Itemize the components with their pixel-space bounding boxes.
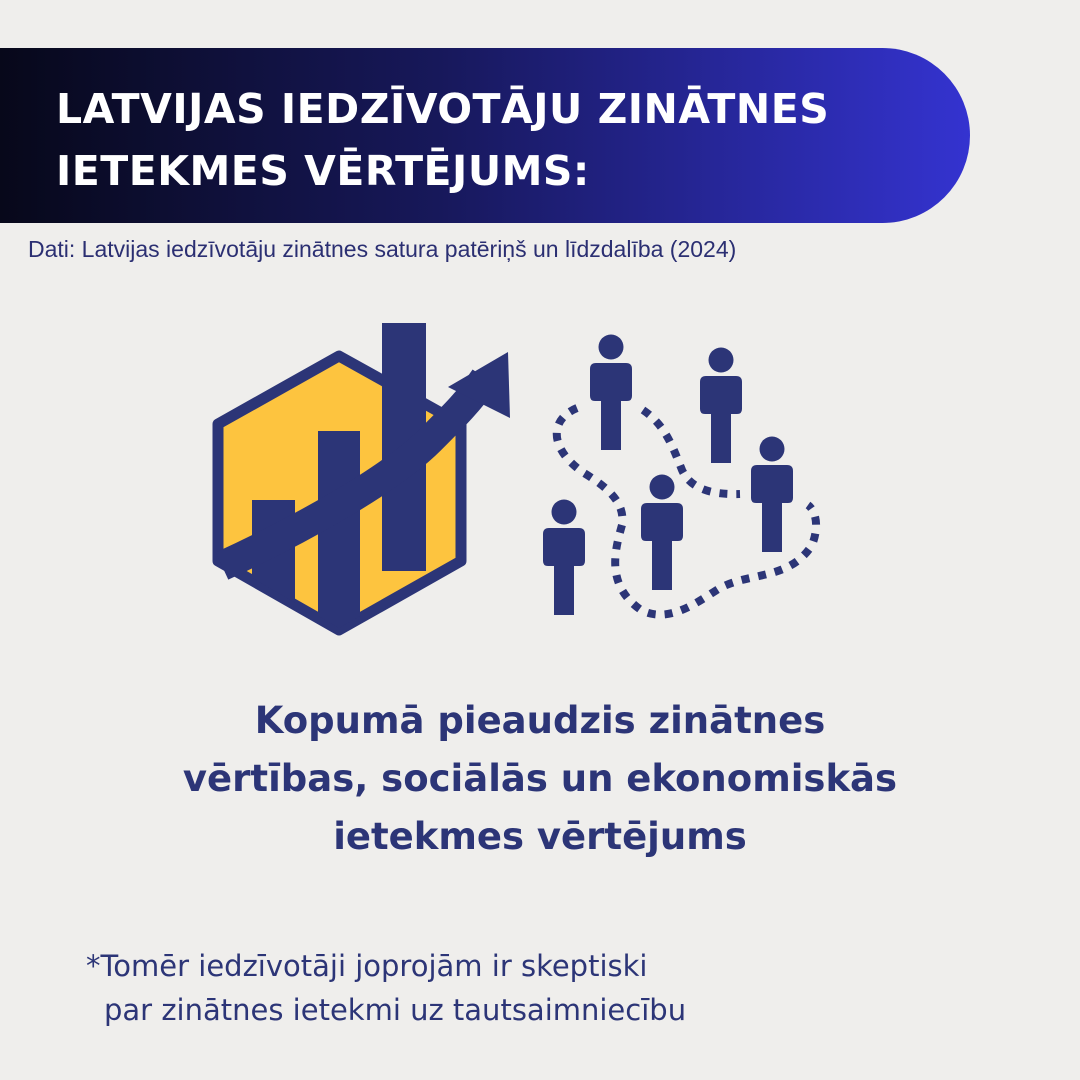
- main-line-1: Kopumā pieaudzis zinātnes: [254, 699, 826, 742]
- main-line-3: ietekmes vērtējums: [333, 815, 747, 858]
- data-source-subtitle: Dati: Latvijas iedzīvotāju zinātnes satu…: [28, 236, 737, 262]
- person-icon: [751, 436, 793, 552]
- title-line-2: IETEKMES VĒRTĒJUMS:: [56, 147, 590, 195]
- people-network-dotted-path-icon: [543, 334, 821, 619]
- hexagon-bar-chart-growth-arrow-icon: [212, 323, 510, 636]
- footnote: *Tomēr iedzīvotāji joprojām ir skeptiski…: [86, 944, 686, 1032]
- growth-arrow-head: [448, 352, 510, 418]
- person-icon: [700, 347, 742, 463]
- person-icon: [590, 334, 632, 450]
- dotted-path-2: [640, 406, 741, 499]
- main-line-2: vērtības, sociālās un ekonomiskās: [182, 757, 898, 800]
- growth-arrow-shaft: [215, 369, 498, 580]
- person-icon: [543, 499, 585, 615]
- footnote-line-2: par zinātnes ietekmi uz tautsaimniecību: [104, 993, 687, 1027]
- footnote-line-1: *Tomēr iedzīvotāji joprojām ir skeptiski: [86, 949, 648, 983]
- title-line-1: LATVIJAS IEDZĪVOTĀJU ZINĀTNES: [56, 85, 830, 133]
- dotted-path-1: [552, 404, 821, 619]
- person-icon: [641, 474, 683, 590]
- page-title: LATVIJAS IEDZĪVOTĀJU ZINĀTNES IETEKMES V…: [56, 78, 829, 202]
- main-statement: Kopumā pieaudzis zinātnes vērtības, soci…: [0, 692, 1080, 866]
- bar-2: [318, 431, 360, 628]
- title-banner: [0, 48, 970, 223]
